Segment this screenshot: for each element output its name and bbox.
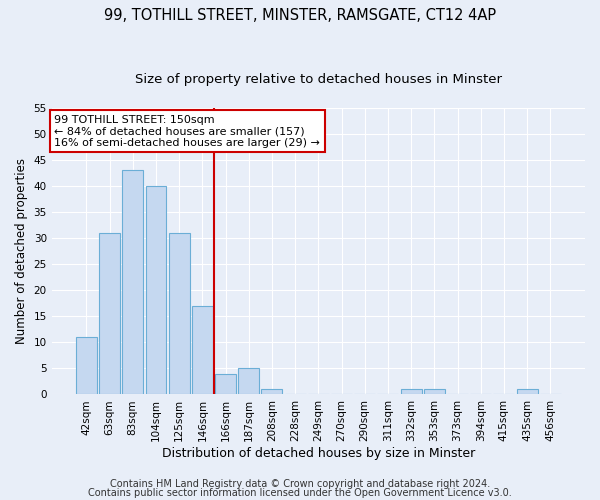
Bar [146, 186, 166, 394]
Text: Contains HM Land Registry data © Crown copyright and database right 2024.: Contains HM Land Registry data © Crown c… [110, 479, 490, 489]
Bar [215, 374, 236, 394]
X-axis label: Distribution of detached houses by size in Minster: Distribution of detached houses by size … [162, 447, 475, 460]
Text: 99 TOTHILL STREET: 150sqm
← 84% of detached houses are smaller (157)
16% of semi: 99 TOTHILL STREET: 150sqm ← 84% of detac… [55, 114, 320, 148]
Bar [122, 170, 143, 394]
Bar [262, 389, 283, 394]
Text: Contains public sector information licensed under the Open Government Licence v3: Contains public sector information licen… [88, 488, 512, 498]
Bar [401, 389, 422, 394]
Bar [424, 389, 445, 394]
Bar [99, 232, 120, 394]
Bar [169, 232, 190, 394]
Bar [192, 306, 213, 394]
Bar [238, 368, 259, 394]
Text: 99, TOTHILL STREET, MINSTER, RAMSGATE, CT12 4AP: 99, TOTHILL STREET, MINSTER, RAMSGATE, C… [104, 8, 496, 22]
Title: Size of property relative to detached houses in Minster: Size of property relative to detached ho… [135, 72, 502, 86]
Y-axis label: Number of detached properties: Number of detached properties [15, 158, 28, 344]
Bar [517, 389, 538, 394]
Bar [76, 337, 97, 394]
